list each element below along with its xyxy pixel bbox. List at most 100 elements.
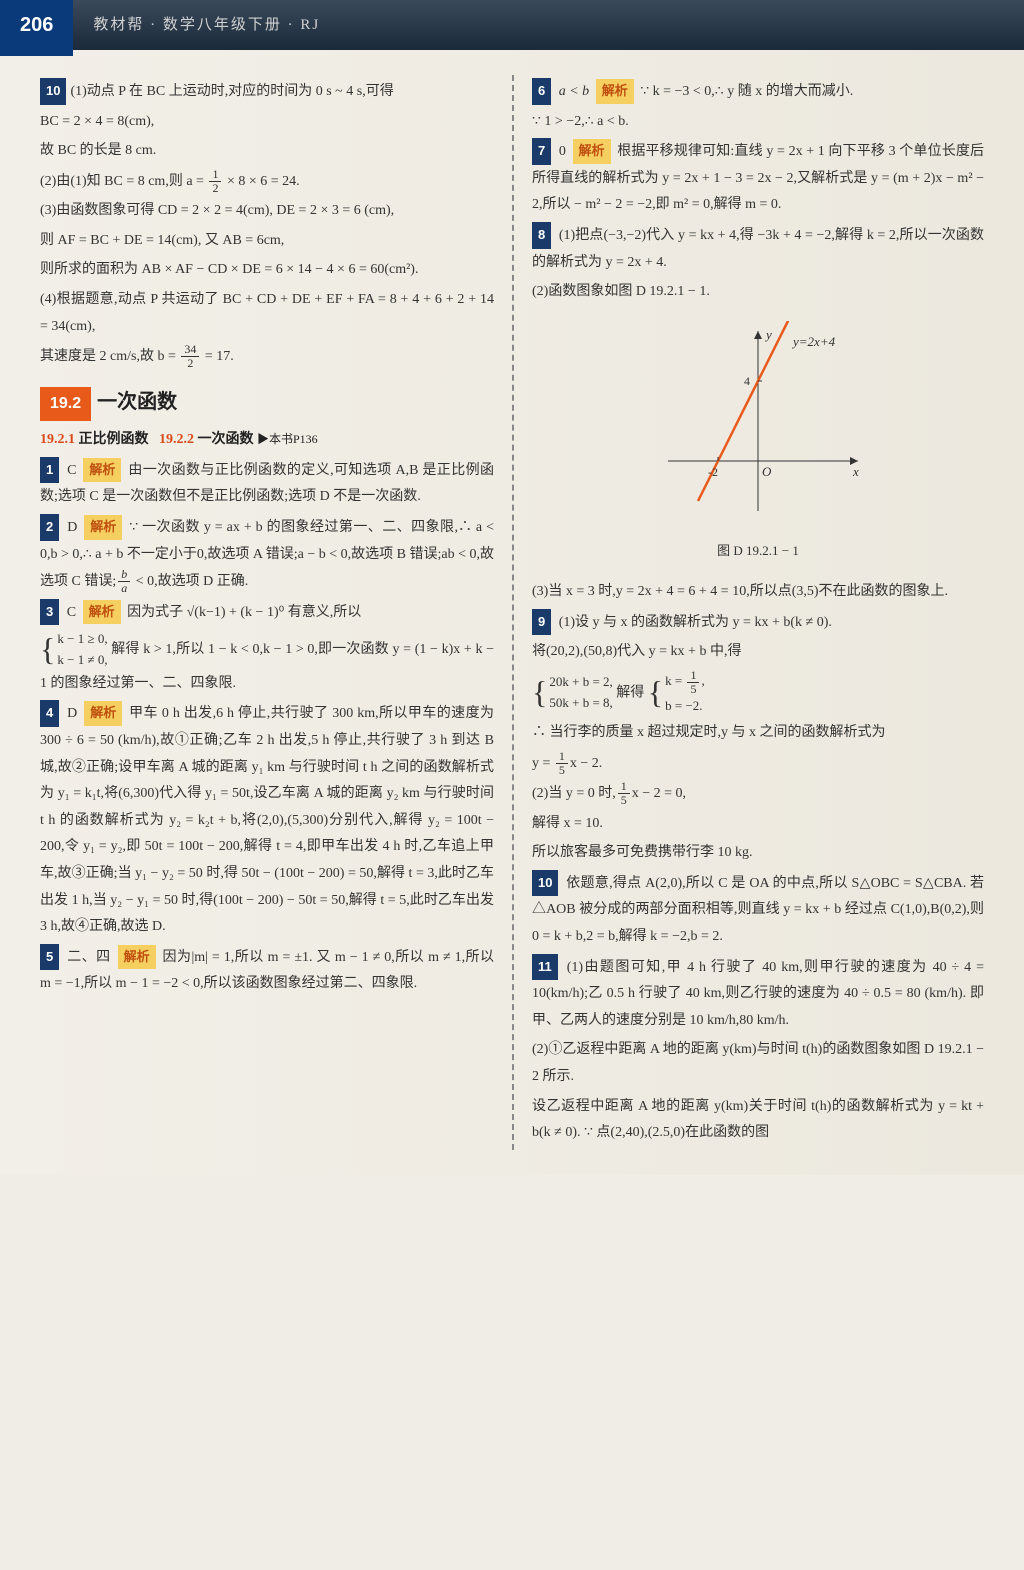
text: 7 0 解析 根据平移规律可知:直线 y = 2x + 1 向下平移 3 个单位… [532,138,984,219]
answer: 二、四 [67,950,110,965]
section-number: 19.2 [40,387,91,421]
problem-number: 6 [532,78,551,105]
y-intercept: 4 [744,374,750,388]
text: 则所求的面积为 AB × AF − CD × DE = 6 × 14 − 4 ×… [40,257,494,284]
text: 解得 [616,685,644,700]
answer: 0 [559,144,566,159]
y-axis-label: y [764,327,772,342]
graph-svg: y=2x+4 y x 4 -2 O [648,321,868,521]
jiexi-label: 解析 [84,515,122,540]
text: (3)由函数图象可得 CD = 2 × 2 = 4(cm), DE = 2 × … [40,198,494,225]
equation-system: {k = 15,b = −2. [648,669,705,717]
right-column: 6 a < b 解析 ∵ k = −3 < 0,∴ y 随 x 的增大而减小. … [512,75,994,1150]
text: < 0,故选项 D 正确. [132,574,248,589]
problem-number: 7 [532,138,551,165]
fraction: ba [118,568,130,595]
header-title: 教材帮 · 数学八年级下册 · RJ [93,11,320,40]
fraction: 15 [687,669,699,696]
problem-number: 9 [532,609,551,636]
text: (2)当 y = 0 时,15x − 2 = 0, [532,780,984,808]
x-intercept: -2 [708,465,718,479]
text: 1 C 解析 由一次函数与正比例函数的定义,可知选项 A,B 是正比例函数;选项… [40,457,494,511]
page-ref: ▶本书P136 [257,432,318,446]
subsection-title: 一次函数 [198,432,254,447]
eq-line: 50k + b = 8, [549,695,612,710]
text: 其速度是 2 cm/s,故 b = 342 = 17. [40,343,494,371]
problem-number: 5 [40,944,59,971]
fraction: 15 [556,750,568,777]
eq-line: k = 15, [665,673,705,688]
header-bar: 206 教材帮 · 数学八年级下册 · RJ [0,0,1024,50]
problem-number: 4 [40,700,59,727]
problem-number: 1 [40,457,59,484]
function-graph: y=2x+4 y x 4 -2 O 图 D 19.2.1 − 1 [532,321,984,564]
text: y = [532,755,554,770]
subsection-title: 正比例函数 [79,432,149,447]
text: (1)把点(−3,−2)代入 y = kx + 4,得 −3k + 4 = −2… [532,228,984,270]
text: (2)①乙返程中距离 A 地的距离 y(km)与时间 t(h)的函数图象如图 D… [532,1037,984,1090]
answer: D [67,520,77,535]
text: 2 D 解析 ∵ 一次函数 y = ax + b 的图象经过第一、二、四象限,∴… [40,514,494,596]
answer: a < b [559,84,589,99]
jiexi-label: 解析 [596,79,634,104]
subsection-num: 19.2.2 [159,432,194,447]
problem-number: 3 [40,599,59,626]
text: 解得 k > 1,所以 1 − k < 0,k − 1 > 0,即一次函数 y … [40,642,494,691]
text: (2)函数图象如图 D 19.2.1 − 1. [532,279,984,306]
func-label: y=2x+4 [791,334,836,349]
text: (2)由(1)知 BC = 8 cm,则 a = 12 × 8 × 6 = 24… [40,168,494,196]
eq-line: k − 1 ≠ 0, [57,652,107,667]
text: 9 (1)设 y 与 x 的函数解析式为 y = kx + b(k ≠ 0). [532,609,984,637]
text: (1)由题图可知,甲 4 h 行驶了 40 km,则甲行驶的速度为 40 ÷ 4… [532,960,984,1028]
fraction: 12 [209,168,221,195]
text: {k − 1 ≥ 0,k − 1 ≠ 0, 解得 k > 1,所以 1 − k … [40,629,494,697]
answer: C [67,605,76,620]
problem-number: 11 [532,954,558,981]
text: (1)动点 P 在 BC 上运动时,对应的时间为 0 s ~ 4 s,可得 [70,84,393,99]
subsection: 19.2.1 正比例函数 19.2.2 一次函数 ▶本书P136 [40,427,494,454]
jiexi-label: 解析 [573,139,611,164]
text: 则 AF = BC + DE = 14(cm), 又 AB = 6cm, [40,228,494,255]
equation-system: {20k + b = 2,50k + b = 8, [532,672,613,714]
page-number: 206 [0,0,73,56]
jiexi-label: 解析 [83,600,121,625]
section-title: 19.2 一次函数 [40,383,494,421]
text: (2)当 y = 0 时, [532,786,616,801]
graph-caption: 图 D 19.2.1 − 1 [532,539,984,564]
text: 10 (1)动点 P 在 BC 上运动时,对应的时间为 0 s ~ 4 s,可得 [40,78,494,106]
text: 故 BC 的长是 8 cm. [40,138,494,165]
fraction: 15 [618,780,630,807]
text: 4 D 解析 甲车 0 h 出发,6 h 停止,共行驶了 300 km,所以甲车… [40,700,494,940]
text: x − 2. [570,755,602,770]
problem-number: 10 [532,870,558,897]
text: 10 依题意,得点 A(2,0),所以 C 是 OA 的中点,所以 S△OBC … [532,870,984,951]
text: y = 15x − 2. [532,750,984,778]
text: 依题意,得点 A(2,0),所以 C 是 OA 的中点,所以 S△OBC = S… [532,876,984,944]
text: 11 (1)由题图可知,甲 4 h 行驶了 40 km,则甲行驶的速度为 40 … [532,954,984,1035]
text: x − 2 = 0, [632,786,686,801]
jiexi-label: 解析 [118,945,156,970]
answer: D [67,706,77,721]
section-name: 一次函数 [97,391,177,413]
eq-line: b = −2. [665,698,702,713]
eq-line: 20k + b = 2, [549,674,612,689]
fraction: 342 [181,343,199,370]
x-axis-label: x [852,464,859,479]
text: BC = 2 × 4 = 8(cm), [40,109,494,136]
text: 6 a < b 解析 ∵ k = −3 < 0,∴ y 随 x 的增大而减小. [532,78,984,106]
text: ∴ 当行李的质量 x 超过规定时,y 与 x 之间的函数解析式为 [532,720,984,747]
origin-label: O [762,464,772,479]
text: 设乙返程中距离 A 地的距离 y(km)关于时间 t(h)的函数解析式为 y =… [532,1094,984,1147]
text: 3 C 解析 因为式子 √(k−1) + (k − 1)⁰ 有意义,所以 [40,599,494,627]
text: 甲车 0 h 出发,6 h 停止,共行驶了 300 km,所以甲车的速度为 30… [40,706,494,934]
subsection-num: 19.2.1 [40,432,75,447]
text: = 17. [201,349,233,364]
problem-number: 10 [40,78,66,105]
problem-number: 8 [532,222,551,249]
problem-number: 2 [40,514,59,541]
eq-line: k − 1 ≥ 0, [57,631,107,646]
text: 因为式子 √(k−1) + (k − 1)⁰ 有意义,所以 [127,605,361,620]
text: (3)当 x = 3 时,y = 2x + 4 = 6 + 4 = 10,所以点… [532,579,984,606]
text: 8 (1)把点(−3,−2)代入 y = kx + 4,得 −3k + 4 = … [532,222,984,276]
text: ∵ k = −3 < 0,∴ y 随 x 的增大而减小. [640,84,853,99]
